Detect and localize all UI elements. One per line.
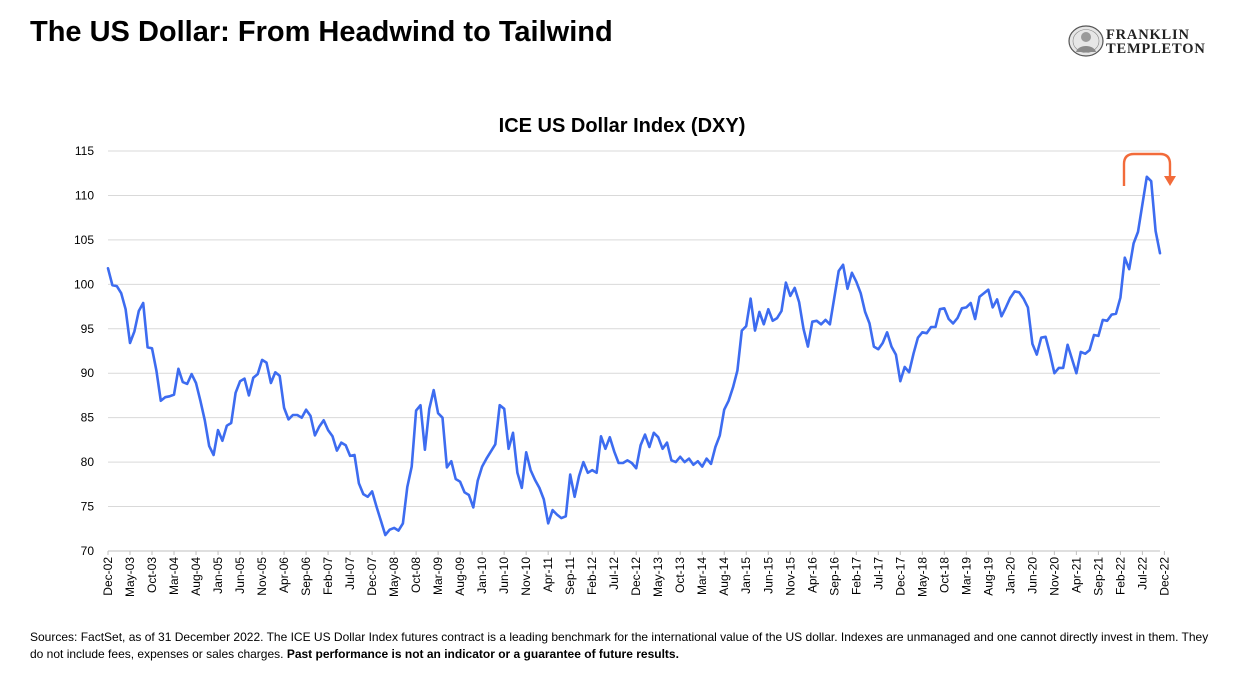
x-tick-label: May-03 xyxy=(123,557,137,597)
x-tick-label: Feb-22 xyxy=(1113,557,1127,595)
x-tick-label: Nov-10 xyxy=(519,557,533,596)
x-tick-label: Dec-17 xyxy=(893,557,907,596)
x-tick-label: Jul-17 xyxy=(871,557,885,590)
x-tick-label: Apr-21 xyxy=(1069,557,1083,593)
x-tick-label: Mar-14 xyxy=(695,557,709,595)
y-tick-label: 100 xyxy=(74,277,94,291)
annotation-layer xyxy=(1122,152,1176,186)
x-tick-label: Jul-22 xyxy=(1135,557,1149,590)
reversal-arrow-head xyxy=(1164,176,1176,186)
x-tick-label: Jan-15 xyxy=(739,557,753,594)
x-tick-label: Feb-17 xyxy=(849,557,863,595)
y-tick-label: 115 xyxy=(75,144,94,158)
x-tick-label: Aug-09 xyxy=(453,557,467,596)
x-tick-label: Jul-07 xyxy=(343,557,357,590)
x-tick-label: Nov-20 xyxy=(1047,557,1061,596)
y-tick-label: 95 xyxy=(81,322,95,336)
x-tick-label: May-13 xyxy=(651,557,665,597)
x-tick-label: Mar-04 xyxy=(167,557,181,595)
footnote-text: Sources: FactSet, as of 31 December 2022… xyxy=(30,630,1209,661)
x-tick-label: Jul-12 xyxy=(607,557,621,590)
x-tick-label: Feb-12 xyxy=(585,557,599,595)
x-tick-label: Jan-20 xyxy=(1003,557,1017,594)
x-tick-label: Sep-06 xyxy=(299,557,313,596)
x-tick-label: Mar-19 xyxy=(959,557,973,595)
logo-line-franklin: FRANKLIN xyxy=(1106,27,1190,43)
y-tick-label: 110 xyxy=(75,188,94,202)
footnote-disclaimer: Past performance is not an indicator or … xyxy=(286,647,679,661)
y-tick-label: 85 xyxy=(81,411,95,425)
gridlines xyxy=(108,150,1160,552)
x-tick-label: Aug-04 xyxy=(189,557,203,596)
x-tick-label: Oct-03 xyxy=(145,557,159,593)
x-tick-label: Mar-09 xyxy=(431,557,445,595)
x-tick-label: Jun-10 xyxy=(497,557,511,594)
x-tick-label: Oct-18 xyxy=(937,557,951,593)
y-axis: 70 75 80 85 90 95 100 105 110 115 xyxy=(74,144,94,558)
portrait-seal-icon xyxy=(1068,25,1104,57)
page-title: The US Dollar: From Headwind to Tailwind xyxy=(30,16,613,48)
x-tick-label: Dec-07 xyxy=(365,557,379,596)
y-tick-label: 90 xyxy=(81,366,95,380)
x-tick-label: Jun-05 xyxy=(233,557,247,594)
y-tick-label: 75 xyxy=(81,500,95,514)
x-tick-label: Apr-11 xyxy=(541,557,555,592)
x-tick-label: Jun-15 xyxy=(761,557,775,594)
x-tick-label: Feb-07 xyxy=(321,557,335,595)
series-layer xyxy=(106,175,1162,537)
y-tick-label: 105 xyxy=(74,233,94,247)
chart-title: ICE US Dollar Index (DXY) xyxy=(498,115,746,137)
x-tick-label: Sep-21 xyxy=(1091,557,1105,596)
x-tick-label: Jan-05 xyxy=(211,557,225,594)
x-tick-label: Dec-22 xyxy=(1157,557,1171,596)
y-tick-label: 80 xyxy=(81,455,95,469)
logo-line-templeton: TEMPLETON xyxy=(1106,41,1206,57)
x-tick-label: Nov-05 xyxy=(255,557,269,596)
x-tick-label: Aug-19 xyxy=(981,557,995,596)
y-tick-label: 70 xyxy=(81,544,95,558)
footnote: Sources: FactSet, as of 31 December 2022… xyxy=(30,629,1220,663)
reversal-arrow xyxy=(1122,152,1172,186)
x-tick-label: Sep-11 xyxy=(563,557,577,595)
x-tick-label: May-08 xyxy=(387,557,401,597)
x-tick-label: May-18 xyxy=(915,557,929,597)
dxy-series-line xyxy=(106,175,1162,537)
dxy-line-chart: 70 75 80 85 90 95 100 105 110 115 Dec-02 May-03 Oct… xyxy=(74,144,1176,597)
x-tick-label: Jan-10 xyxy=(475,557,489,594)
x-tick-label: Apr-16 xyxy=(805,557,819,593)
x-tick-label: Nov-15 xyxy=(783,557,797,596)
x-tick-label: Aug-14 xyxy=(717,557,731,596)
x-tick-label: Sep-16 xyxy=(827,557,841,596)
x-tick-label: Oct-13 xyxy=(673,557,687,593)
x-tick-label: Dec-12 xyxy=(629,557,643,596)
x-tick-label: Apr-06 xyxy=(277,557,291,593)
x-tick-label: Oct-08 xyxy=(409,557,423,593)
x-axis: Dec-02 May-03 Oct-03 Mar-04 Aug-04 Jan-05 Jun-… xyxy=(101,550,1171,597)
x-tick-label: Jun-20 xyxy=(1025,557,1039,594)
x-tick-label: Dec-02 xyxy=(101,557,115,596)
